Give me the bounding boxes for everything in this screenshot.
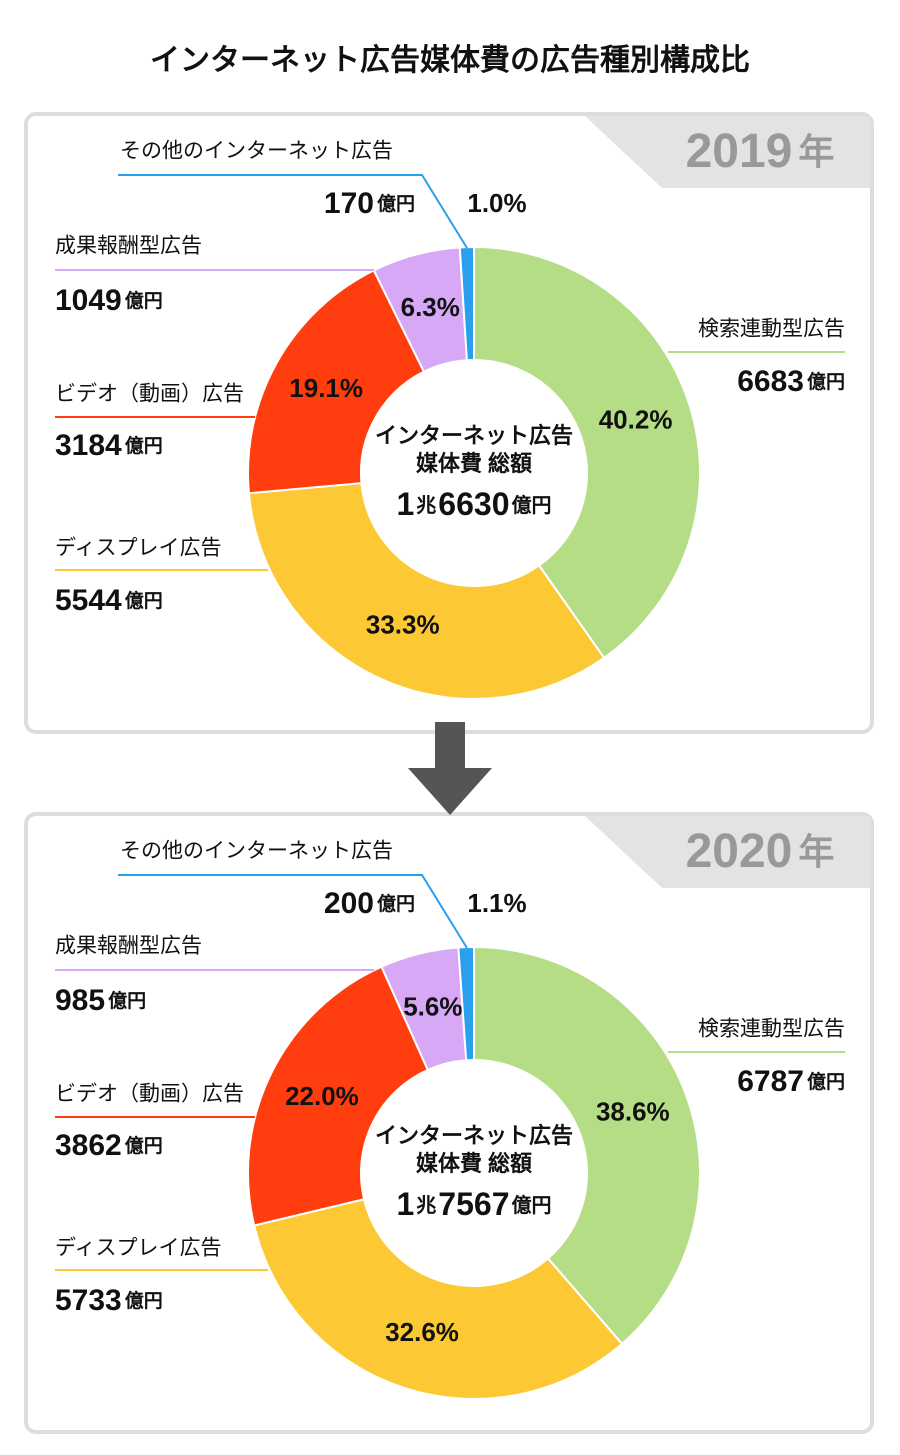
amount-unit: 億円 [807, 1070, 845, 1093]
percent-label: 1.1% [467, 888, 526, 918]
percent-label: 1.0% [467, 188, 526, 218]
year-label: 2019 年 [686, 125, 835, 178]
amount-unit: 億円 [125, 289, 163, 312]
amount: 6683 [737, 365, 804, 398]
percent-label: 22.0% [285, 1081, 359, 1111]
amount: 985 [55, 984, 105, 1017]
amount-label: 6683 億円 [737, 365, 845, 398]
year: 2020 [686, 825, 793, 878]
donut-segment [473, 245, 701, 660]
amount-unit: 億円 [108, 989, 146, 1012]
amount-label: 1049 億円 [55, 284, 163, 317]
amount: 6787 [737, 1065, 804, 1098]
year-tab [585, 816, 870, 888]
category-label: ディスプレイ広告 [55, 1237, 222, 1260]
donut-segment [473, 945, 701, 1346]
amount-unit: 億円 [125, 1134, 163, 1157]
total-part: 億円 [511, 493, 551, 517]
percent-label: 40.2% [599, 405, 673, 435]
year-tab [585, 116, 870, 188]
amount: 170 [324, 187, 374, 220]
category-label: 成果報酬型広告 [55, 235, 202, 258]
arrow [408, 722, 492, 815]
amount-label: 5733 億円 [55, 1284, 163, 1317]
percent-label: 32.6% [385, 1317, 459, 1347]
leader-line [118, 174, 468, 249]
donut-segment [252, 1198, 624, 1400]
center-total: 1 兆6630 億円 [397, 486, 552, 522]
total-part: 1 [397, 1186, 415, 1222]
donut-segment [457, 945, 475, 1062]
category-label: その他のインターネット広告 [120, 840, 393, 863]
year-label: 2020 年 [686, 825, 835, 878]
total-part: 1 [397, 486, 415, 522]
amount-label: 985 億円 [55, 984, 146, 1017]
category-label: ビデオ（動画）広告 [55, 1083, 244, 1106]
category-label: 検索連動型広告 [698, 318, 845, 341]
center-text: 媒体費 総額 [416, 451, 532, 476]
year-suffix: 年 [798, 831, 834, 872]
center-text: インターネット広告 [375, 423, 573, 448]
donut-segment [247, 269, 426, 495]
amount: 5733 [55, 1284, 122, 1317]
year-suffix: 年 [798, 131, 834, 172]
amount: 3184 [55, 429, 122, 462]
amount-label: 6787 億円 [737, 1065, 845, 1098]
category-label: ビデオ（動画）広告 [55, 383, 244, 406]
category-label: 検索連動型広告 [698, 1018, 845, 1041]
donut-segment [247, 965, 430, 1227]
amount-unit: 億円 [125, 589, 163, 612]
amount: 200 [324, 887, 374, 920]
donut-segment [247, 482, 606, 700]
category-label: 成果報酬型広告 [55, 935, 202, 958]
percent-label: 33.3% [366, 610, 440, 640]
percent-label: 5.6% [403, 991, 462, 1021]
total-part: 6630 [438, 486, 509, 522]
amount-label: 3862 億円 [55, 1129, 163, 1162]
percent-label: 6.3% [401, 292, 460, 322]
center-text: インターネット広告 [375, 1123, 573, 1148]
amount-label: 3184 億円 [55, 429, 163, 462]
donut-segment [458, 245, 475, 362]
amount-label: 200 億円 [324, 887, 415, 920]
total-part: 7567 [438, 1186, 509, 1222]
amount-unit: 億円 [807, 370, 845, 393]
amount: 3862 [55, 1129, 122, 1162]
center-text: 媒体費 総額 [416, 1151, 532, 1176]
category-label: ディスプレイ広告 [55, 537, 222, 560]
amount-unit: 億円 [377, 192, 415, 215]
title: インターネット広告媒体費の広告種別構成比 [150, 44, 750, 77]
amount-unit: 億円 [125, 434, 163, 457]
amount: 5544 [55, 584, 122, 617]
total-part: 兆 [416, 1194, 436, 1217]
center-total: 1 兆7567 億円 [397, 1186, 552, 1222]
amount-label: 170 億円 [324, 187, 415, 220]
total-part: 兆 [416, 494, 436, 517]
leader-line [118, 874, 468, 949]
amount-unit: 億円 [125, 1289, 163, 1312]
total-part: 億円 [511, 1193, 551, 1217]
amount: 1049 [55, 284, 122, 317]
percent-label: 38.6% [596, 1097, 670, 1127]
amount-label: 5544 億円 [55, 584, 163, 617]
year: 2019 [686, 125, 793, 178]
percent-label: 19.1% [289, 373, 363, 403]
category-label: その他のインターネット広告 [120, 140, 393, 163]
amount-unit: 億円 [377, 892, 415, 915]
